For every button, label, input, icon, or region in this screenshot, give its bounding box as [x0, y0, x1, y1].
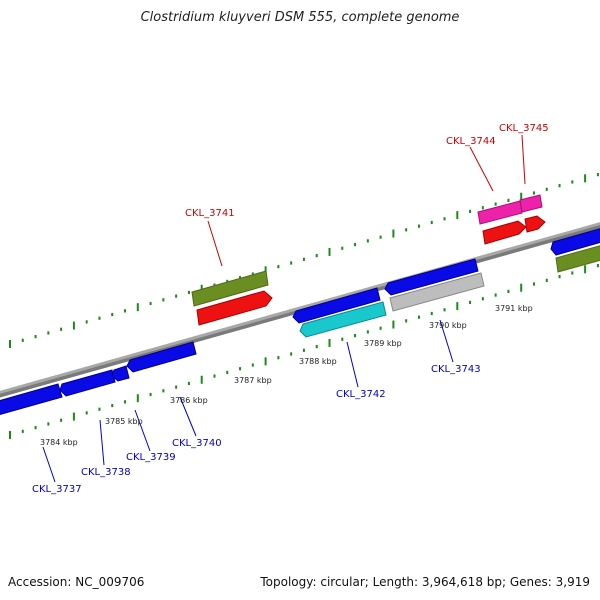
kbp-label: 3786 kbp — [170, 396, 208, 405]
kbp-label: 3791 kbp — [495, 304, 533, 313]
kbp-label: 3790 kbp — [429, 321, 467, 330]
leader-ckl-3739 — [134, 409, 151, 452]
gene-ckl-3745-red[interactable] — [524, 215, 546, 233]
gene-ckl-3741-olive[interactable] — [191, 270, 269, 307]
kbp-label: 3784 kbp — [40, 438, 78, 447]
gene-arrows — [0, 194, 600, 415]
kbp-label: 3785 kbp — [105, 417, 143, 426]
gene-ckl-3745-magenta[interactable] — [519, 194, 543, 213]
gene-ckl-3743-blue[interactable] — [384, 258, 479, 296]
gene-ckl-3742-blue[interactable] — [292, 287, 381, 324]
backbone-highlight — [0, 222, 600, 394]
gene-label[interactable]: CKL_3737 — [32, 484, 82, 495]
kbp-labels: 3784 kbp 3785 kbp 3786 kbp 3787 kbp 3788… — [40, 304, 533, 447]
kbp-label: 3789 kbp — [364, 339, 402, 348]
leader-ckl-3741 — [207, 220, 223, 267]
map-title: Clostridium kluyveri DSM 555, complete g… — [140, 10, 460, 25]
kbp-label: 3787 kbp — [234, 376, 272, 385]
gene-ckl-3742-cyan[interactable] — [299, 301, 387, 338]
forward-gene-labels: CKL_3741 CKL_3744 CKL_3745 — [185, 123, 549, 219]
leader-ckl-3743 — [439, 319, 454, 363]
gene-ckl-3744-red[interactable] — [482, 220, 527, 245]
gene-right-blue[interactable] — [550, 226, 600, 256]
reverse-gene-labels: CKL_3737 CKL_3738 CKL_3739 CKL_3740 CKL_… — [32, 364, 481, 495]
gene-ckl-3738-blue[interactable] — [59, 369, 116, 397]
gene-label[interactable]: CKL_3744 — [446, 136, 496, 147]
gene-label[interactable]: CKL_3741 — [185, 208, 235, 219]
label-leaders — [42, 134, 526, 483]
accession-text: Accession: NC_009706 — [8, 575, 145, 589]
kbp-label: 3788 kbp — [299, 357, 337, 366]
gene-label[interactable]: CKL_3740 — [172, 438, 222, 449]
gene-ckl-3743-gray[interactable] — [389, 272, 485, 312]
leader-ckl-3744 — [469, 146, 494, 192]
gene-label[interactable]: CKL_3742 — [336, 389, 386, 400]
gene-ckl-3741-red[interactable] — [196, 290, 273, 326]
gene-ckl-3740-blue[interactable] — [126, 341, 197, 373]
gene-ckl-3737-blue[interactable] — [0, 383, 63, 415]
lower-tick-track — [9, 264, 599, 439]
gene-ckl-3739-blue[interactable] — [111, 365, 130, 382]
gene-label[interactable]: CKL_3743 — [431, 364, 481, 375]
gene-ckl-3744-magenta[interactable] — [477, 200, 523, 225]
topology-text: Topology: circular; Length: 3,964,618 bp… — [260, 575, 590, 589]
gene-label[interactable]: CKL_3739 — [126, 452, 176, 463]
gene-label[interactable]: CKL_3745 — [499, 123, 549, 134]
gene-label[interactable]: CKL_3738 — [81, 467, 131, 478]
leader-ckl-3738 — [99, 419, 105, 466]
gene-right-olive[interactable] — [555, 243, 600, 273]
leader-ckl-3745 — [521, 134, 526, 185]
leader-ckl-3742 — [346, 341, 359, 388]
leader-ckl-3740 — [179, 396, 197, 437]
leader-ckl-3737 — [42, 446, 56, 483]
